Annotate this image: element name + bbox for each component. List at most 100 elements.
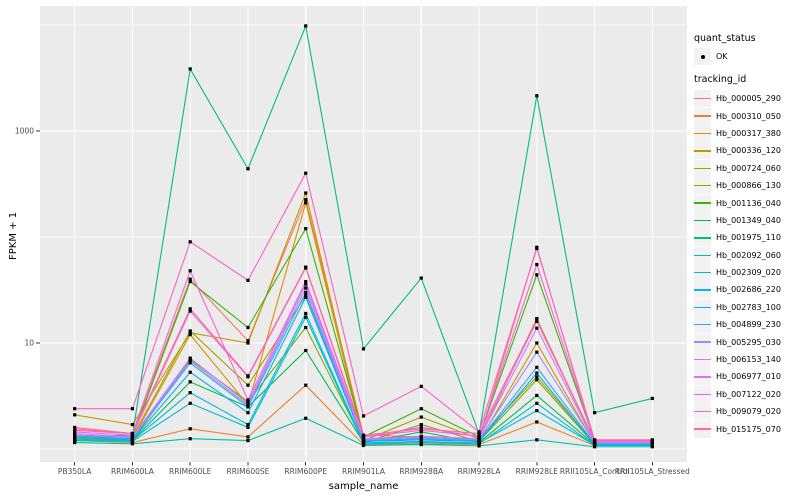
data-point [246,398,250,402]
legend-item-label: OK [716,52,728,62]
legend-item: Hb_004899_230 [694,316,781,334]
data-point [246,439,250,443]
data-point [361,433,366,437]
data-point [130,442,135,446]
data-point [188,307,192,311]
legend-item: Hb_007122_020 [694,385,781,403]
legend-key [694,351,711,369]
y-tick-label: 1000 [15,127,34,136]
data-point [304,286,308,290]
legend-key [694,107,711,125]
legend-item-label: Hb_001136_040 [716,198,781,208]
legend-key [694,385,711,403]
data-point [246,278,250,282]
legend-item: Hb_002092_060 [694,246,781,264]
data-point [188,67,192,71]
data-point [246,374,250,378]
legend-item-label: Hb_000336_120 [716,146,781,156]
legend-item: Hb_000336_120 [694,142,781,160]
data-point [419,434,423,438]
data-point [188,277,192,281]
data-point [246,422,250,427]
data-point [246,405,250,409]
series-color-line-icon [694,289,711,291]
series-color-line-icon [694,376,711,378]
data-point [535,438,539,442]
legend-item-label: Hb_002092_060 [716,250,781,260]
legend-item-label: Hb_000005_290 [716,94,781,104]
data-point [188,331,192,335]
legend-item: Hb_000724_060 [694,159,781,177]
legend-items-tracking-id: Hb_000005_290 Hb_000310_050 Hb_000317_380 H… [694,90,781,438]
data-point [130,407,135,411]
series-color-line-icon [694,167,711,169]
data-point [246,167,250,171]
x-tick-label: RRII105LA_Control [560,467,630,476]
data-point [535,273,539,277]
y-axis-title: FPKM + 1 [8,211,19,260]
data-point [419,407,423,411]
data-point [535,262,539,267]
series-color-line-icon [694,358,711,361]
data-point [304,383,308,387]
legend-item: Hb_000866_130 [694,177,781,195]
legend-key [694,211,711,229]
data-point [535,326,539,330]
data-point [304,279,308,284]
data-point [535,401,539,405]
data-point [304,294,308,298]
data-point [304,24,308,28]
point-marker-icon [700,54,705,59]
x-tick-label: PB350LA [58,467,92,476]
x-tick-label: RRIM928LE [516,467,559,476]
data-point [73,407,77,411]
series-color-line-icon [694,306,711,309]
legend-item-ok: OK [694,48,728,66]
data-point [73,413,77,417]
data-point [304,191,308,195]
series-color-line-icon [694,150,711,152]
legend-item: Hb_000317_380 [694,124,781,142]
data-point [535,246,539,251]
legend-key [694,48,711,66]
data-point [304,265,308,269]
data-point [130,422,135,427]
data-point [130,431,135,436]
data-point [188,279,192,284]
legend-key [694,420,711,438]
data-point [361,414,366,418]
legend-item: Hb_002309_020 [694,264,781,282]
series-color-line-icon [694,428,711,430]
data-point [419,276,423,280]
legend-item-label: Hb_002686_220 [716,285,781,295]
data-point [188,329,192,333]
legend-item: Hb_002686_220 [694,281,781,299]
x-tick-label: RRII105LA_Stressed [615,467,690,476]
data-point [188,391,192,395]
x-axis-title: sample_name [328,481,399,492]
legend-item-label: Hb_006153_140 [716,355,781,365]
series-color-line-icon [694,324,711,326]
data-point [246,341,250,345]
data-point [304,282,308,286]
series-color-line-icon [694,411,711,413]
data-point [535,375,539,379]
data-point [361,435,366,439]
data-point [477,437,481,441]
legend-item-label: Hb_001349_040 [716,215,781,225]
legend-title-tracking-id: tracking_id [694,74,747,85]
legend-item: Hb_002783_100 [694,298,781,316]
legend-item: Hb_000310_050 [694,107,781,125]
data-point [419,415,423,419]
data-point [188,309,192,313]
legend-item-label: Hb_015175_070 [716,424,781,434]
data-point [246,403,250,407]
data-point [535,341,539,345]
data-point [650,439,654,443]
x-tick-label: RRIM928LA [458,467,502,476]
legend-item-label: Hb_000724_060 [716,163,781,173]
legend-item-label: Hb_006977_010 [716,372,781,382]
data-point [73,427,77,431]
data-point [535,350,539,354]
